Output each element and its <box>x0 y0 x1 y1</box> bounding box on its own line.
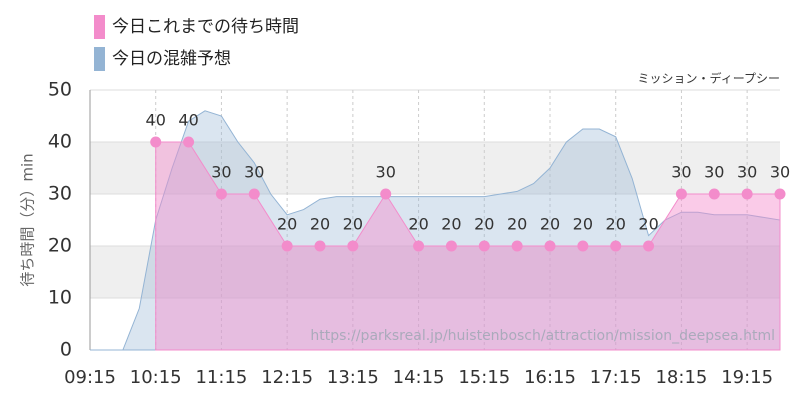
data-label: 20 <box>507 215 527 234</box>
y-tick-label: 0 <box>60 339 72 361</box>
data-label: 30 <box>770 163 790 182</box>
data-point <box>610 240 622 252</box>
x-tick-label: 15:15 <box>458 367 510 388</box>
data-point <box>413 240 425 252</box>
x-tick-label: 09:15 <box>64 367 116 388</box>
data-label: 20 <box>343 215 363 234</box>
data-label: 30 <box>671 163 691 182</box>
grid-band <box>90 246 780 298</box>
legend-swatch <box>94 15 105 39</box>
data-label: 20 <box>441 215 461 234</box>
data-point <box>150 136 162 148</box>
chart-subtitle: ミッション・ディープシー <box>638 71 780 86</box>
data-point <box>248 188 260 200</box>
x-tick-label: 12:15 <box>261 367 313 388</box>
y-axis-label: 待ち時間（分）min <box>19 153 37 286</box>
legend-label: 今日これまでの待ち時間 <box>112 17 299 37</box>
data-label: 30 <box>244 163 264 182</box>
data-label: 20 <box>310 215 330 234</box>
data-label: 40 <box>146 111 166 130</box>
data-label: 20 <box>474 215 494 234</box>
data-label: 40 <box>178 111 198 130</box>
x-tick-label: 16:15 <box>524 367 576 388</box>
x-tick-label: 11:15 <box>195 367 247 388</box>
data-point <box>544 240 556 252</box>
data-label: 20 <box>638 215 658 234</box>
data-label: 20 <box>606 215 626 234</box>
data-point <box>215 188 227 200</box>
data-label: 30 <box>376 163 396 182</box>
x-tick-label: 17:15 <box>590 367 642 388</box>
data-point <box>380 188 392 200</box>
data-label: 30 <box>211 163 231 182</box>
data-label: 20 <box>540 215 560 234</box>
y-tick-label: 20 <box>48 235 72 257</box>
data-label: 30 <box>737 163 757 182</box>
data-point <box>708 188 720 200</box>
y-tick-label: 10 <box>48 287 72 309</box>
data-point <box>643 240 655 252</box>
data-label: 20 <box>408 215 428 234</box>
data-label: 20 <box>277 215 297 234</box>
data-point <box>774 188 786 200</box>
watermark: https://parksreal.jp/huistenbosch/attrac… <box>310 328 775 344</box>
x-tick-label: 10:15 <box>130 367 182 388</box>
data-point <box>511 240 523 252</box>
forecast-area <box>90 110 781 351</box>
data-point <box>314 240 326 252</box>
legend-swatch <box>94 47 105 71</box>
y-tick-label: 50 <box>48 79 72 101</box>
legend-label: 今日の混雑予想 <box>112 49 231 69</box>
data-label: 30 <box>704 163 724 182</box>
data-point <box>577 240 589 252</box>
x-tick-label: 13:15 <box>327 367 379 388</box>
y-tick-label: 30 <box>48 183 72 205</box>
data-point <box>347 240 359 252</box>
x-tick-label: 14:15 <box>393 367 445 388</box>
data-point <box>478 240 490 252</box>
data-label: 20 <box>573 215 593 234</box>
y-tick-label: 40 <box>48 131 72 153</box>
data-point <box>445 240 457 252</box>
data-point <box>741 188 753 200</box>
x-tick-label: 19:15 <box>721 367 773 388</box>
data-point <box>281 240 293 252</box>
data-point <box>183 136 195 148</box>
data-point <box>675 188 687 200</box>
x-tick-label: 18:15 <box>655 367 707 388</box>
